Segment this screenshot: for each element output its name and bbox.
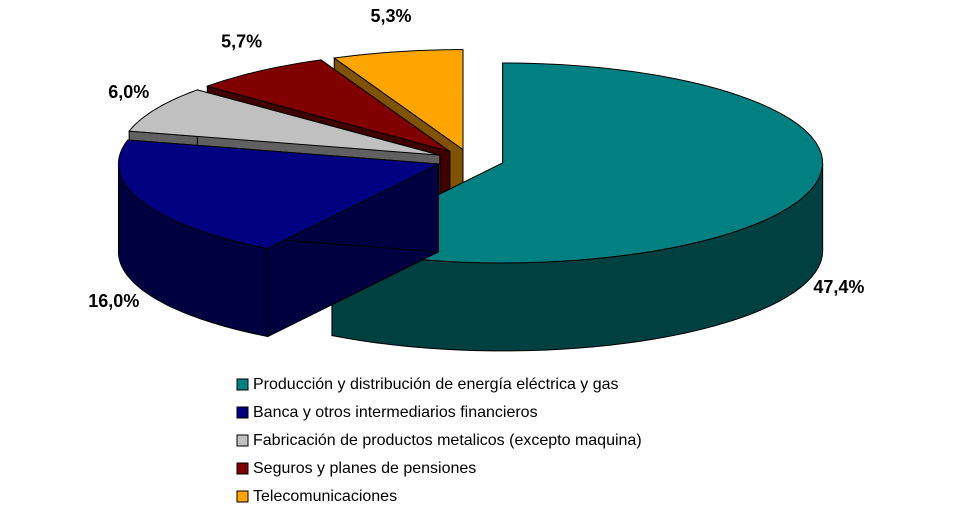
slice-face: [330, 62, 824, 264]
legend-swatch: [236, 462, 249, 475]
slice-face: [128, 89, 440, 156]
legend-label: Telecomunicaciones: [253, 488, 397, 505]
slice-face: [332, 49, 464, 151]
legend-label: Seguros y planes de pensiones: [253, 460, 476, 477]
slice-face: [117, 139, 441, 250]
legend-swatch: [236, 434, 249, 447]
data-label: 16,0%: [88, 291, 139, 311]
legend-swatch: [236, 406, 249, 419]
legend-label: Producción y distribución de energía elé…: [253, 376, 619, 393]
data-label: 6,0%: [108, 82, 149, 102]
legend-label: Fabricación de productos metalicos (exce…: [253, 432, 642, 449]
slice: [117, 139, 441, 338]
data-label: 5,7%: [221, 32, 262, 52]
legend-swatch: [236, 490, 249, 503]
legend-label: Banca y otros intermediarios financieros: [253, 404, 538, 421]
legend-swatch: [236, 378, 249, 391]
slice-face: [205, 59, 451, 152]
data-label: 47,4%: [813, 277, 864, 297]
data-label: 5,3%: [371, 6, 412, 26]
slice: [330, 62, 824, 352]
